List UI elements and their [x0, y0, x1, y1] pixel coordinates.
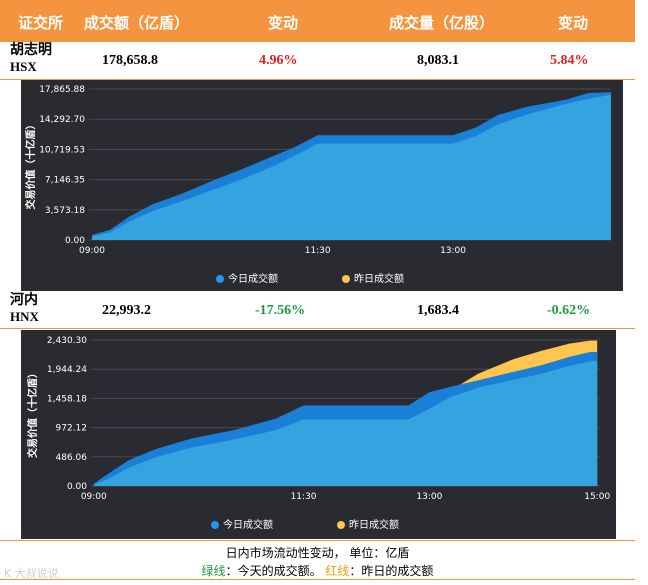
- y-tick-label: 2,430.30: [47, 336, 87, 346]
- header-exchange: 证交所: [18, 14, 64, 32]
- y-tick-label: 10,719.53: [39, 145, 85, 155]
- chart-caption: 日内市场流动性变动， 单位：亿盾: [225, 546, 410, 560]
- x-tick-label: 15:00: [584, 492, 610, 502]
- y-tick-label: 7,146.35: [45, 176, 85, 186]
- table-row-hsx: 胡志明 HSX 178,658.8 4.96% 8,083.1 5.84%: [0, 42, 635, 80]
- green-line-label: 绿线: [201, 564, 226, 578]
- y-tick-label: 3,573.18: [45, 206, 85, 216]
- y-tick-label: 486.06: [56, 453, 88, 463]
- exchange-code-hsx: HSX: [10, 59, 37, 74]
- hnx-turnover-change: -17.56%: [255, 303, 306, 318]
- red-line-text: ：昨日的成交额: [349, 564, 434, 578]
- x-tick-label: 09:00: [79, 246, 105, 256]
- y-axis-label: 交易价值（十亿盾）: [26, 368, 39, 458]
- y-tick-label: 972.12: [56, 424, 88, 434]
- chart-svg: 0.00 486.06 972.12 1,458.18 1,944.24 2,430.30…: [26, 336, 610, 531]
- legend-marker-yesterday: [337, 521, 345, 529]
- hnx-volume-change: -0.62%: [547, 303, 591, 318]
- table-row-hnx: 河内 HNX 22,993.2 -17.56% 1,683.4 -0.62%: [0, 292, 635, 330]
- green-line-text: ：今天的成交额。: [225, 564, 322, 578]
- exchange-code-hnx: HNX: [10, 309, 39, 324]
- divider: [0, 79, 635, 80]
- hsx-turnover: 178,658.8: [102, 53, 158, 68]
- y-tick-label: 14,292.70: [39, 115, 85, 125]
- legend-label-yesterday: 昨日成交额: [354, 272, 404, 285]
- x-tick-label: 13:00: [416, 492, 442, 502]
- x-tick-label: 09:00: [81, 492, 107, 502]
- hnx-turnover: 22,993.2: [102, 303, 151, 318]
- legend-marker-today: [211, 521, 219, 529]
- hsx-volume-change: 5.84%: [550, 53, 589, 68]
- legend-label-today: 今日成交额: [228, 272, 278, 285]
- header-change-volume: 变动: [558, 14, 589, 32]
- exchange-name-hnx: 河内 HNX: [10, 293, 39, 324]
- hsx-turnover-chart: 0.00 3,573.18 7,146.35 10,719.53 14,292.70 17…: [21, 80, 623, 291]
- header-change-turnover: 变动: [268, 14, 299, 32]
- divider: [0, 540, 635, 541]
- y-tick-label: 1,944.24: [47, 365, 87, 375]
- header-volume: 成交量（亿股）: [389, 14, 495, 32]
- y-tick-label: 0.00: [67, 482, 87, 492]
- chart-svg: 0.00 3,573.18 7,146.35 10,719.53 14,292.70 17…: [24, 85, 611, 285]
- x-tick-label: 11:30: [291, 492, 317, 502]
- y-axis-label: 交易价值（十亿盾）: [24, 120, 37, 210]
- legend-marker-yesterday: [342, 275, 350, 283]
- divider: [0, 328, 635, 329]
- series-area-yesterday: [92, 94, 611, 240]
- watermark: K 大叔说说: [4, 567, 59, 580]
- header-turnover: 成交额（亿盾）: [84, 14, 190, 32]
- y-tick-label: 0.00: [65, 236, 85, 246]
- table-header: 证交所 成交额（亿盾） 变动 成交量（亿股） 变动: [0, 0, 635, 42]
- exchange-name-hsx: 胡志明 HSX: [10, 43, 52, 74]
- legend-label-today: 今日成交额: [223, 518, 273, 531]
- red-line-label: 红线: [325, 564, 350, 578]
- y-tick-label: 1,458.18: [47, 394, 87, 404]
- x-tick-label: 11:30: [305, 246, 331, 256]
- hsx-volume: 8,083.1: [417, 53, 459, 68]
- series-area-overlap: [93, 361, 598, 486]
- legend-note: 绿线：今天的成交额。 红线：昨日的成交额: [0, 562, 635, 579]
- hsx-turnover-change: 4.96%: [259, 53, 298, 68]
- x-tick-label: 13:00: [440, 246, 466, 256]
- legend-marker-today: [216, 275, 224, 283]
- hnx-turnover-chart: 0.00 486.06 972.12 1,458.18 1,944.24 2,430.30…: [21, 330, 616, 539]
- legend-label-yesterday: 昨日成交额: [349, 518, 399, 531]
- hnx-volume: 1,683.4: [417, 303, 459, 318]
- y-tick-label: 17,865.88: [39, 85, 85, 95]
- divider: [0, 579, 635, 580]
